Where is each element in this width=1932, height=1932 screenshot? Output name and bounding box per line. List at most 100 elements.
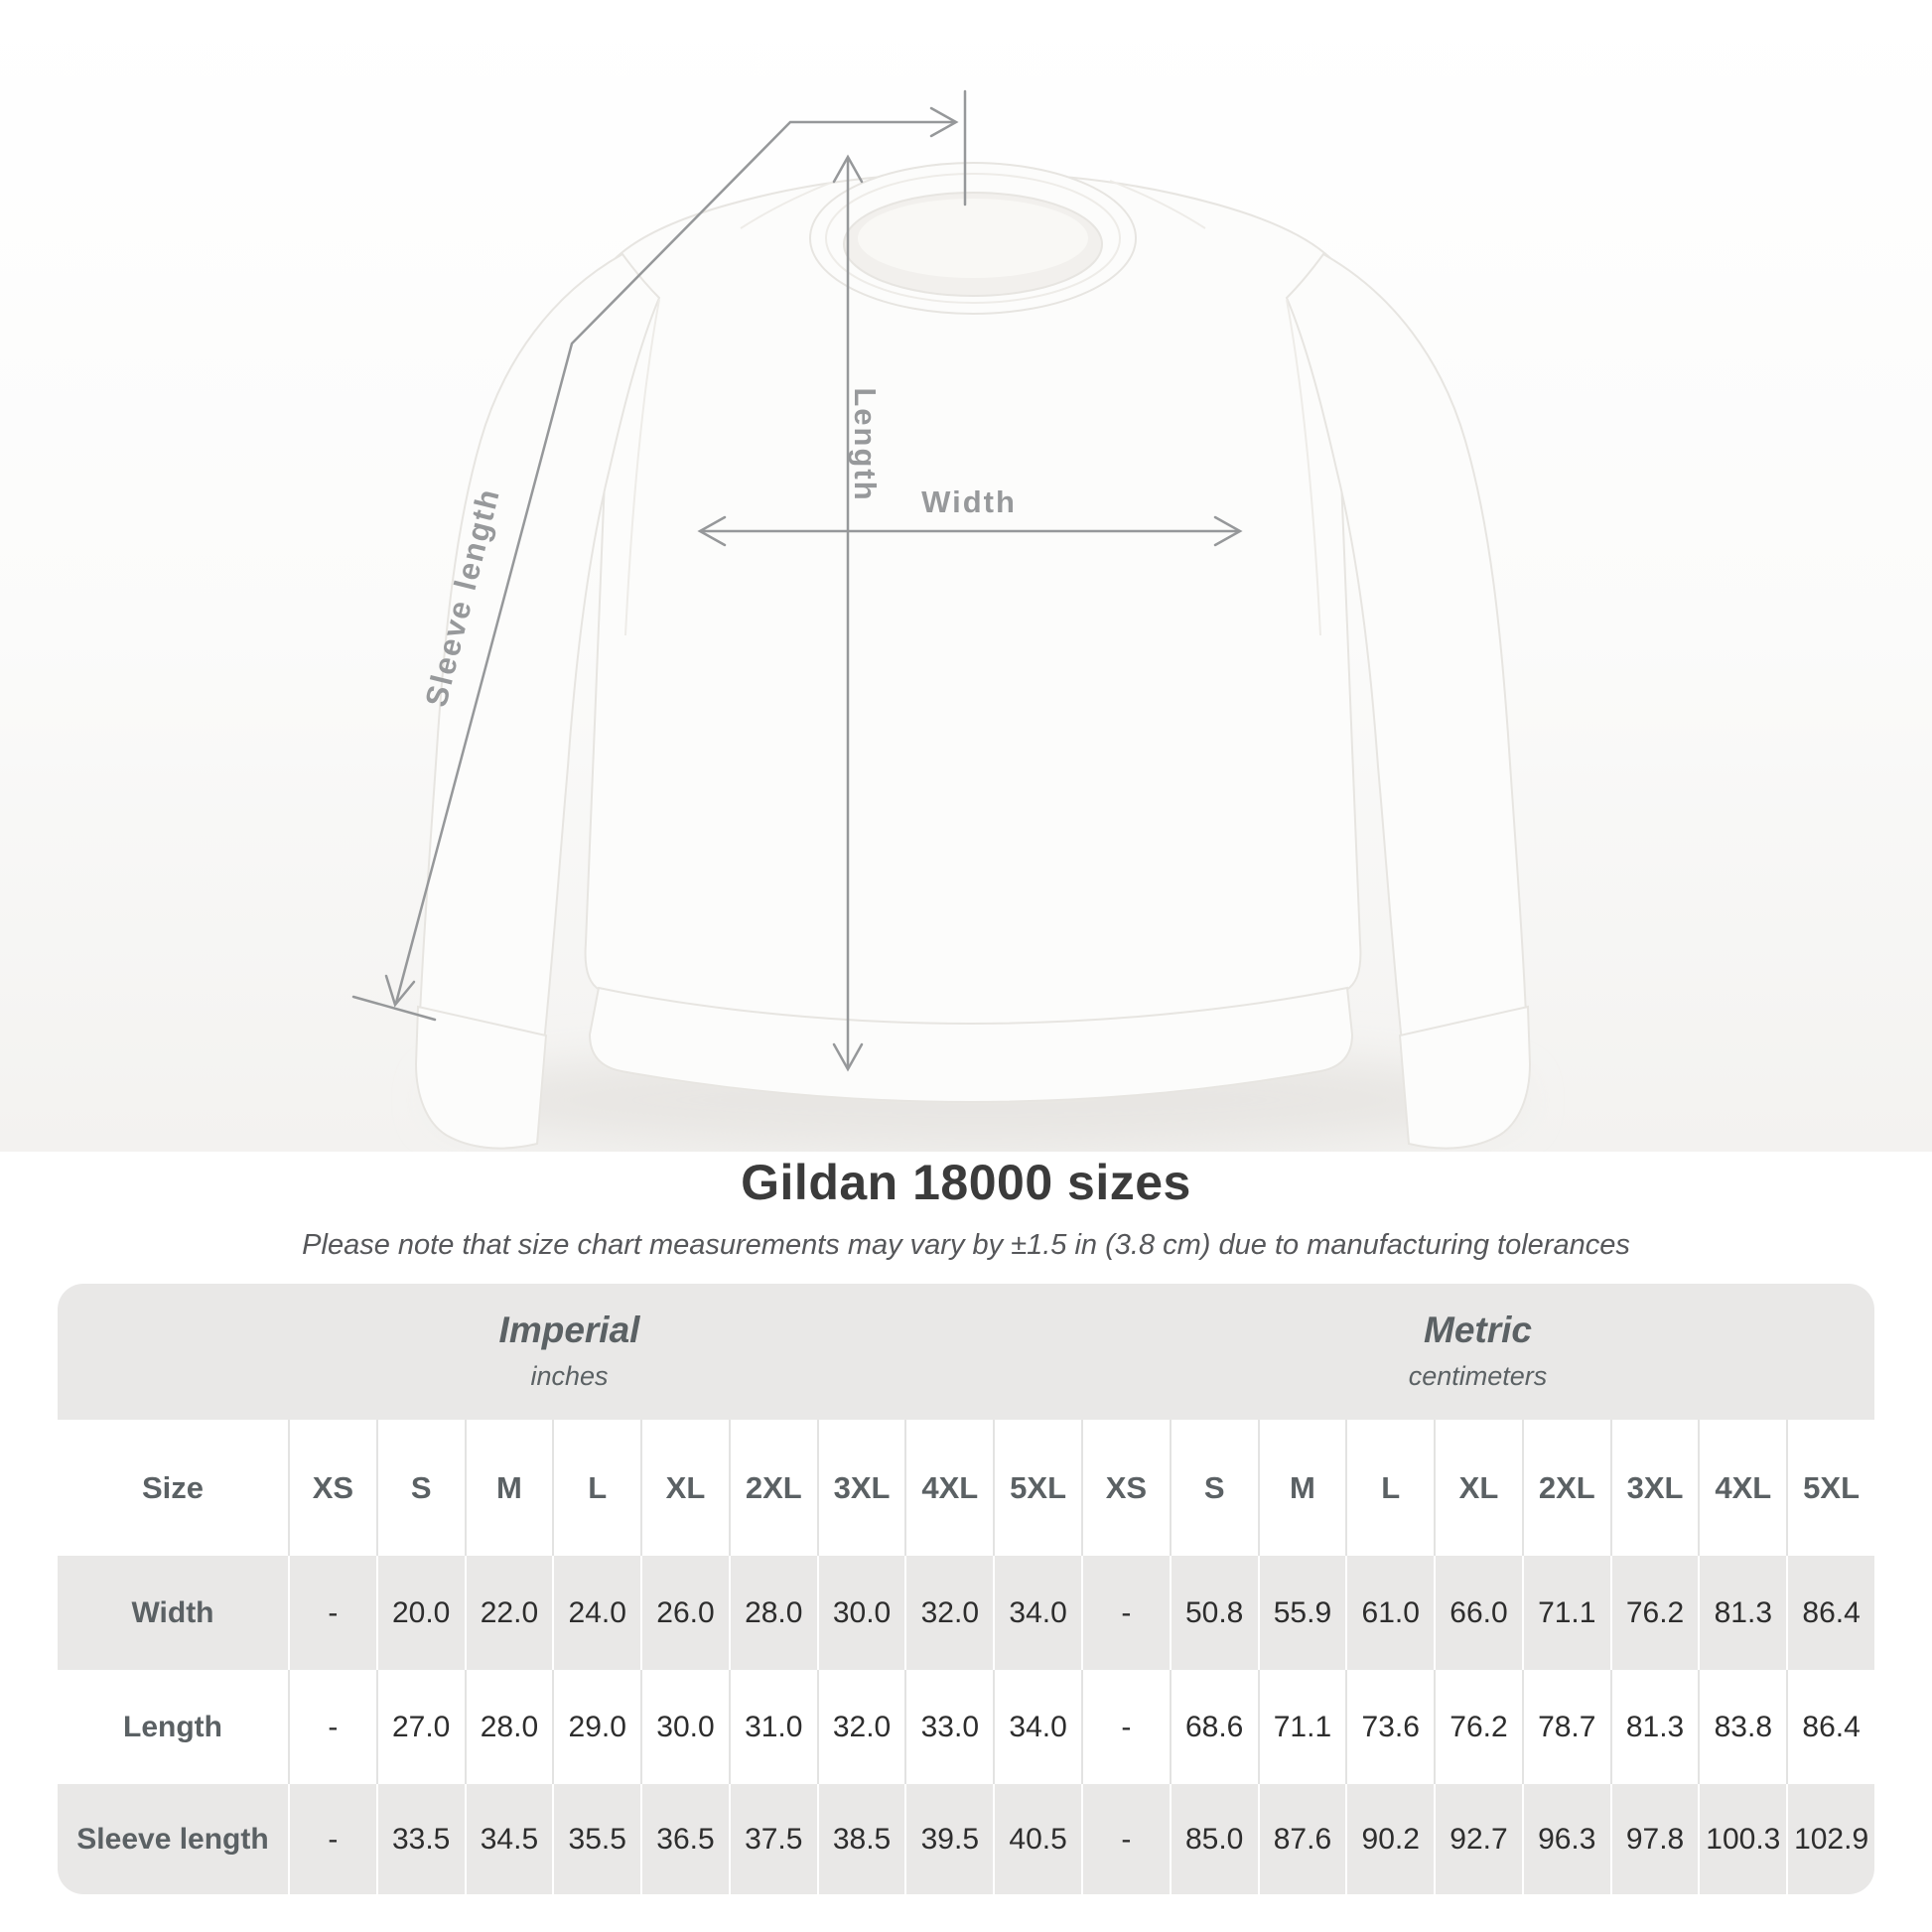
table-cell: 4XL — [1698, 1420, 1786, 1556]
imperial-label: Imperial — [498, 1310, 640, 1350]
measurement-diagram: Width Length Sleeve length — [0, 0, 1932, 1152]
table-cell: 66.0 — [1434, 1556, 1522, 1670]
centimeters-label: centimeters — [1408, 1361, 1548, 1391]
sweatshirt-illustration: Width Length Sleeve length — [0, 0, 1932, 1152]
unit-header-band: Imperial inches Metric centimeters — [58, 1284, 1874, 1420]
table-cell: 32.0 — [816, 1670, 905, 1784]
table-cell: 71.1 — [1521, 1556, 1610, 1670]
length-arrow-top — [832, 154, 864, 184]
table-cell: 30.0 — [816, 1556, 905, 1670]
sweatshirt-hem — [588, 986, 1354, 1104]
table-cell: 33.5 — [375, 1784, 465, 1894]
unit-group-imperial: Imperial inches — [58, 1284, 1081, 1420]
size-table-body: Size XS S M L XL 2XL 3XL 4XL 5XL XS S M L XL 2XL 3XL 4XL 5… — [58, 1420, 1874, 1894]
table-cell: 71.1 — [1257, 1670, 1346, 1784]
table-cell: 5XL — [993, 1420, 1081, 1556]
row-label: Width — [131, 1595, 214, 1629]
table-cell: 55.9 — [1257, 1556, 1346, 1670]
table-cell: 78.7 — [1521, 1670, 1610, 1784]
table-cell: 39.5 — [904, 1784, 993, 1894]
table-cell: 86.4 — [1786, 1670, 1874, 1784]
table-cell: - — [288, 1556, 376, 1670]
table-cell: 20.0 — [375, 1556, 465, 1670]
table-cell: 36.5 — [640, 1784, 729, 1894]
table-cell: 86.4 — [1786, 1556, 1874, 1670]
table-cell: 2XL — [728, 1420, 817, 1556]
table-cell: 5XL — [1786, 1420, 1874, 1556]
inches-label: inches — [530, 1361, 609, 1391]
metric-label: Metric — [1424, 1310, 1532, 1350]
table-cell: 83.8 — [1698, 1670, 1786, 1784]
table-cell: 3XL — [816, 1420, 905, 1556]
right-cuff — [1398, 1005, 1532, 1150]
length-label: Length — [848, 387, 883, 501]
table-cell: 102.9 — [1786, 1784, 1874, 1894]
table-cell: - — [1081, 1670, 1170, 1784]
table-cell: L — [552, 1420, 640, 1556]
table-cell: 29.0 — [552, 1670, 640, 1784]
measure-row-sleeve-length: Sleeve length -33.5 34.5 35.5 36.5 37.5 38.5 39… — [58, 1784, 1874, 1894]
table-cell: S — [375, 1420, 465, 1556]
table-cell: 87.6 — [1257, 1784, 1346, 1894]
tolerance-note: Please note that size chart measurements… — [302, 1229, 1630, 1261]
table-cell: M — [1257, 1420, 1346, 1556]
table-cell: 34.0 — [993, 1670, 1081, 1784]
table-cell: 34.0 — [993, 1556, 1081, 1670]
table-cell: 30.0 — [640, 1670, 729, 1784]
table-cell: L — [1345, 1420, 1434, 1556]
measure-row-width: Width -20.0 22.0 24.0 26.0 28.0 30.0 32.0 34.0-5… — [58, 1556, 1874, 1670]
table-cell: 31.0 — [728, 1670, 817, 1784]
table-cell: 37.5 — [728, 1784, 817, 1894]
length-arrow-bottom — [832, 1042, 864, 1072]
table-cell: 27.0 — [375, 1670, 465, 1784]
table-cell: 50.8 — [1169, 1556, 1258, 1670]
row-label: Sleeve length — [76, 1822, 269, 1856]
table-cell: - — [1081, 1556, 1170, 1670]
table-cell: XL — [1434, 1420, 1522, 1556]
table-cell: XS — [1081, 1420, 1170, 1556]
table-cell: 24.0 — [552, 1556, 640, 1670]
table-cell: 28.0 — [464, 1670, 553, 1784]
size-header-row: Size XS S M L XL 2XL 3XL 4XL 5XL XS S M L XL 2XL 3XL 4XL 5… — [58, 1420, 1874, 1556]
sleeve-arrow-right — [929, 106, 959, 138]
table-cell: 81.3 — [1609, 1670, 1699, 1784]
table-cell: 68.6 — [1169, 1670, 1258, 1784]
row-label: Size — [141, 1469, 205, 1505]
table-cell: 76.2 — [1434, 1670, 1522, 1784]
table-cell: 4XL — [904, 1420, 993, 1556]
left-cuff — [414, 1005, 548, 1150]
table-cell: 100.3 — [1698, 1784, 1786, 1894]
table-cell: 61.0 — [1345, 1556, 1434, 1670]
table-cell: 32.0 — [904, 1556, 993, 1670]
table-cell: 3XL — [1609, 1420, 1699, 1556]
table-cell: 34.5 — [464, 1784, 553, 1894]
table-cell: 2XL — [1521, 1420, 1610, 1556]
right-sleeve — [1285, 252, 1528, 1044]
measure-row-length: Length -27.0 28.0 29.0 30.0 31.0 32.0 33.0 34.0-… — [58, 1670, 1874, 1784]
table-cell: S — [1169, 1420, 1258, 1556]
width-arrow-left — [697, 515, 727, 547]
sleeve-arrow-bottom — [384, 974, 416, 1008]
table-cell: 97.8 — [1609, 1784, 1699, 1894]
table-cell: 28.0 — [728, 1556, 817, 1670]
table-cell: M — [464, 1420, 553, 1556]
left-sleeve — [418, 252, 661, 1044]
table-cell: - — [288, 1784, 376, 1894]
table-cell: 35.5 — [552, 1784, 640, 1894]
table-cell: - — [1081, 1784, 1170, 1894]
table-cell: 81.3 — [1698, 1556, 1786, 1670]
table-cell: XL — [640, 1420, 729, 1556]
collar-back — [858, 199, 1088, 278]
table-cell: 73.6 — [1345, 1670, 1434, 1784]
seams — [624, 173, 1321, 636]
table-cell: XS — [288, 1420, 376, 1556]
table-cell: 40.5 — [993, 1784, 1081, 1894]
unit-group-metric: Metric centimeters — [1081, 1284, 1874, 1420]
size-table: Imperial inches Metric centimeters Size X… — [58, 1284, 1874, 1894]
table-cell: 26.0 — [640, 1556, 729, 1670]
sleeve-tick-bottom — [351, 995, 437, 1022]
table-cell: 22.0 — [464, 1556, 553, 1670]
row-label: Length — [123, 1710, 222, 1743]
width-label: Width — [921, 484, 1017, 519]
table-cell: - — [288, 1670, 376, 1784]
